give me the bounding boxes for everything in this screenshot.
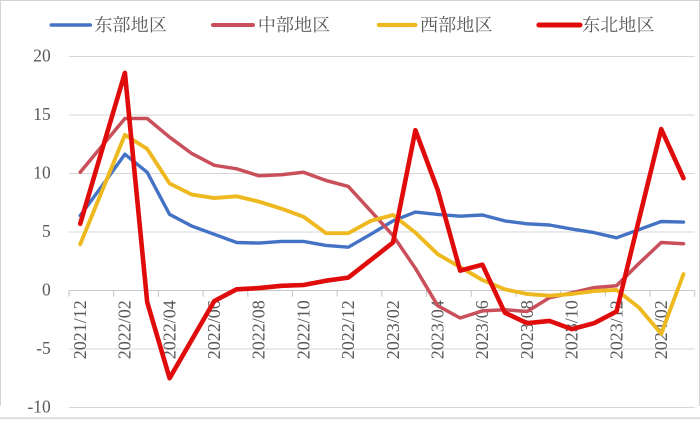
svg-text:2023/04: 2023/04 [428, 300, 448, 359]
svg-text:0: 0 [42, 280, 51, 300]
svg-text:2022/06: 2022/06 [204, 300, 224, 359]
svg-text:2022/02: 2022/02 [115, 300, 135, 359]
svg-text:15: 15 [33, 104, 51, 124]
svg-text:-10: -10 [28, 397, 51, 417]
svg-text:2023/08: 2023/08 [517, 300, 537, 359]
svg-text:2022/08: 2022/08 [249, 300, 269, 359]
svg-text:2022/04: 2022/04 [159, 300, 179, 359]
svg-text:2023/02: 2023/02 [383, 300, 403, 359]
svg-text:2022/12: 2022/12 [338, 300, 358, 359]
svg-text:2021/12: 2021/12 [70, 300, 90, 359]
svg-text:20: 20 [33, 46, 51, 66]
svg-text:5: 5 [42, 221, 51, 241]
svg-text:2022/10: 2022/10 [293, 300, 313, 359]
svg-text:10: 10 [33, 163, 51, 183]
svg-text:-5: -5 [36, 338, 51, 358]
svg-text:2023/06: 2023/06 [472, 300, 492, 359]
